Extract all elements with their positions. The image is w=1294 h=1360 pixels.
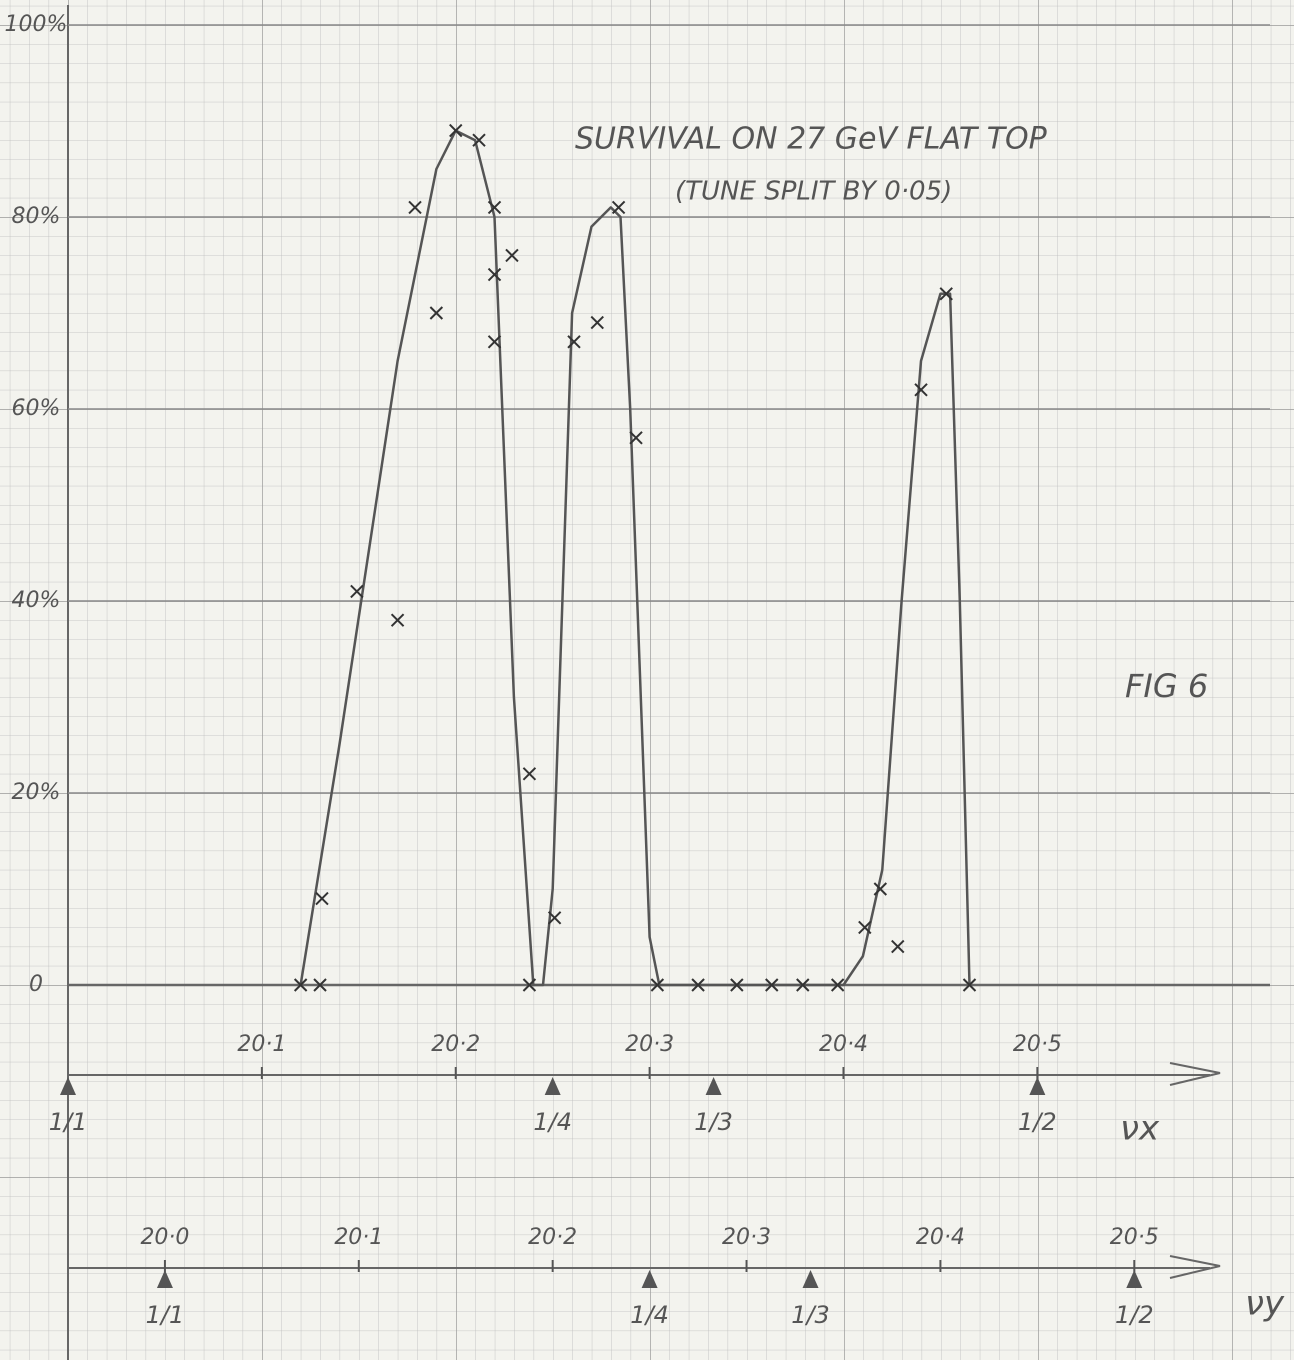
data-point — [315, 891, 329, 906]
data-point — [487, 267, 502, 282]
x2-resonance-label: 1/3 — [791, 1301, 830, 1329]
data-point — [765, 978, 779, 992]
data-point — [891, 939, 905, 954]
x-tick-label: 20·2 — [431, 1032, 480, 1057]
data-point — [730, 978, 744, 992]
x2-resonance-marker — [802, 1270, 819, 1288]
x-resonance-label: 1/1 — [49, 1108, 88, 1136]
x-resonance-label: 1/3 — [694, 1108, 733, 1136]
data-point — [472, 133, 486, 147]
y-tick-label: 0 — [29, 972, 43, 997]
data-point — [830, 978, 845, 992]
x-resonance-label: 1/2 — [1018, 1108, 1057, 1136]
x2-resonance-label: 1/2 — [1115, 1301, 1154, 1329]
data-point — [796, 978, 810, 992]
data-point — [691, 978, 705, 992]
data-point — [547, 911, 562, 925]
data-point — [293, 978, 308, 992]
data-point — [650, 978, 665, 992]
data-point — [522, 978, 537, 992]
data-point — [567, 335, 581, 349]
data-point — [408, 200, 422, 215]
data-point — [522, 767, 537, 781]
x-tick-label: 20·5 — [1013, 1032, 1062, 1057]
x2-resonance-marker — [641, 1270, 658, 1288]
data-point — [939, 287, 953, 301]
x2-tick-label: 20·4 — [916, 1225, 965, 1250]
figure-label: FIG 6 — [1125, 667, 1208, 705]
data-point — [629, 431, 643, 445]
data-point — [611, 200, 626, 215]
x-resonance-marker — [1029, 1077, 1046, 1095]
x-tick-label: 20·4 — [819, 1032, 868, 1057]
y-tick-label: 100% — [5, 12, 68, 37]
x-resonance-marker — [544, 1077, 561, 1095]
x-axis-arrow — [1169, 1062, 1221, 1086]
x2-tick-label: 20·0 — [140, 1225, 189, 1250]
data-point — [505, 248, 519, 263]
x2-tick-label: 20·2 — [528, 1225, 577, 1250]
x-resonance-marker — [705, 1077, 722, 1095]
data-point — [449, 123, 463, 138]
y-tick-label: 40% — [12, 588, 61, 613]
x-axis-label: νx — [1120, 1109, 1160, 1149]
x2-resonance-marker — [156, 1270, 173, 1288]
x-resonance-label: 1/4 — [533, 1108, 572, 1136]
data-point — [390, 613, 405, 627]
x2-resonance-label: 1/1 — [146, 1301, 185, 1329]
x2-resonance-label: 1/4 — [630, 1301, 669, 1329]
data-point — [962, 978, 977, 992]
x2-tick-label: 20·1 — [334, 1225, 383, 1250]
x2-axis-arrow — [1169, 1255, 1221, 1279]
y-tick-label: 60% — [12, 396, 61, 421]
data-point — [914, 383, 928, 397]
data-point — [873, 882, 888, 896]
chart-subtitle: (TUNE SPLIT BY 0·05) — [675, 177, 952, 207]
x2-tick-label: 20·3 — [722, 1225, 771, 1250]
data-point — [487, 335, 502, 349]
y-tick-label: 80% — [12, 204, 61, 229]
data-point — [313, 978, 327, 992]
data-point — [487, 200, 502, 215]
x2-resonance-marker — [1126, 1270, 1143, 1288]
survival-curve — [299, 129, 971, 987]
x2-axis-label: νy — [1245, 1284, 1285, 1324]
data-point — [858, 920, 872, 935]
data-point — [590, 315, 604, 330]
data-point — [350, 584, 364, 599]
x-tick-label: 20·1 — [237, 1032, 286, 1057]
y-tick-label: 20% — [12, 780, 61, 805]
x2-tick-label: 20·5 — [1110, 1225, 1159, 1250]
chart-title: SURVIVAL ON 27 GeV FLAT TOP — [575, 122, 1048, 157]
x-resonance-marker — [60, 1077, 76, 1095]
data-point — [429, 306, 444, 320]
x-tick-label: 20·3 — [625, 1032, 674, 1057]
